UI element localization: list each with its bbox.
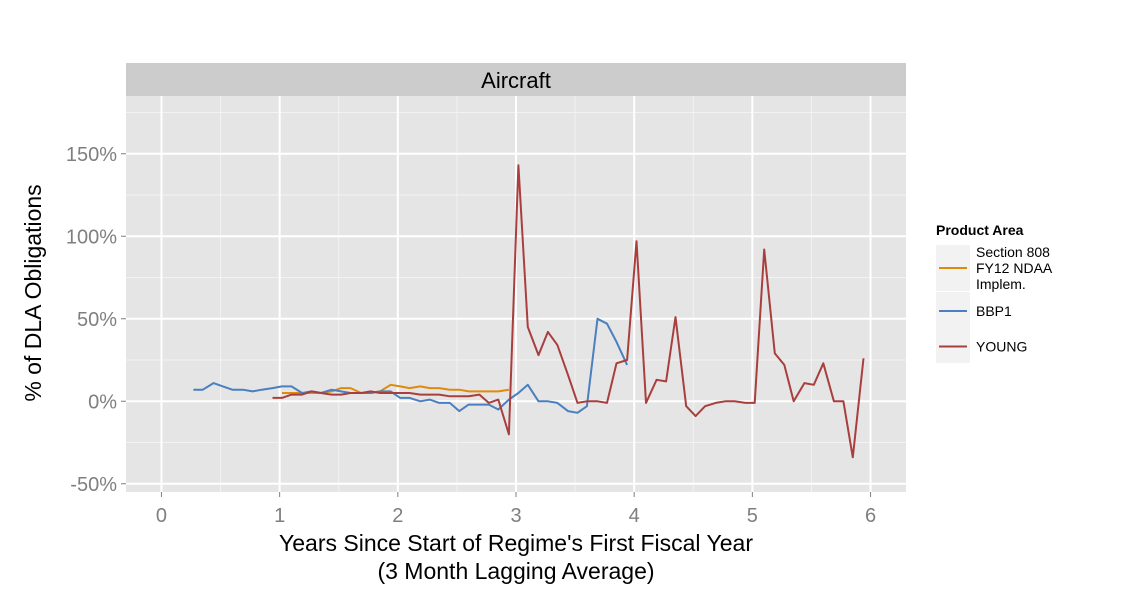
- x-tick-label: 4: [629, 505, 640, 527]
- x-tick-label: 3: [510, 505, 521, 527]
- x-axis-title-line-1: Years Since Start of Regime's First Fisc…: [279, 530, 753, 556]
- x-tick-label: 1: [274, 505, 285, 527]
- legend-label: Implem.: [976, 276, 1026, 292]
- y-tick-label: 100%: [66, 226, 117, 248]
- legend-title: Product Area: [936, 222, 1024, 238]
- x-tick-label: 0: [156, 505, 167, 527]
- series-line-1: [193, 317, 629, 414]
- x-tick-label: 5: [747, 505, 758, 527]
- facet-strip-title: Aircraft: [481, 68, 551, 93]
- y-axis-title: % of DLA Obligations: [20, 184, 46, 401]
- x-axis-ticks: 0 1 2 3 4 5 6: [156, 492, 876, 527]
- y-tick-label: 150%: [66, 144, 117, 166]
- legend-label: BBP1: [976, 303, 1012, 319]
- y-axis-ticks: -50% 0% 50% 100% 150%: [66, 144, 126, 496]
- legend-item: BBP1: [936, 292, 1012, 330]
- legend-item: YOUNG: [936, 330, 1027, 363]
- series-lines: [193, 164, 865, 459]
- legend-label: YOUNG: [976, 339, 1027, 355]
- x-axis-title-line-2: (3 Month Lagging Average): [377, 558, 654, 584]
- facet-strip: [126, 63, 906, 96]
- legend-label: Section 808: [976, 244, 1050, 260]
- x-tick-label: 6: [865, 505, 876, 527]
- series-line-2: [272, 164, 865, 459]
- y-tick-label: -50%: [70, 474, 117, 496]
- legend-label: FY12 NDAA: [976, 260, 1053, 276]
- x-tick-label: 2: [392, 505, 403, 527]
- y-tick-label: 0%: [88, 391, 117, 413]
- major-gridlines: [126, 96, 906, 492]
- y-tick-label: 50%: [77, 309, 117, 331]
